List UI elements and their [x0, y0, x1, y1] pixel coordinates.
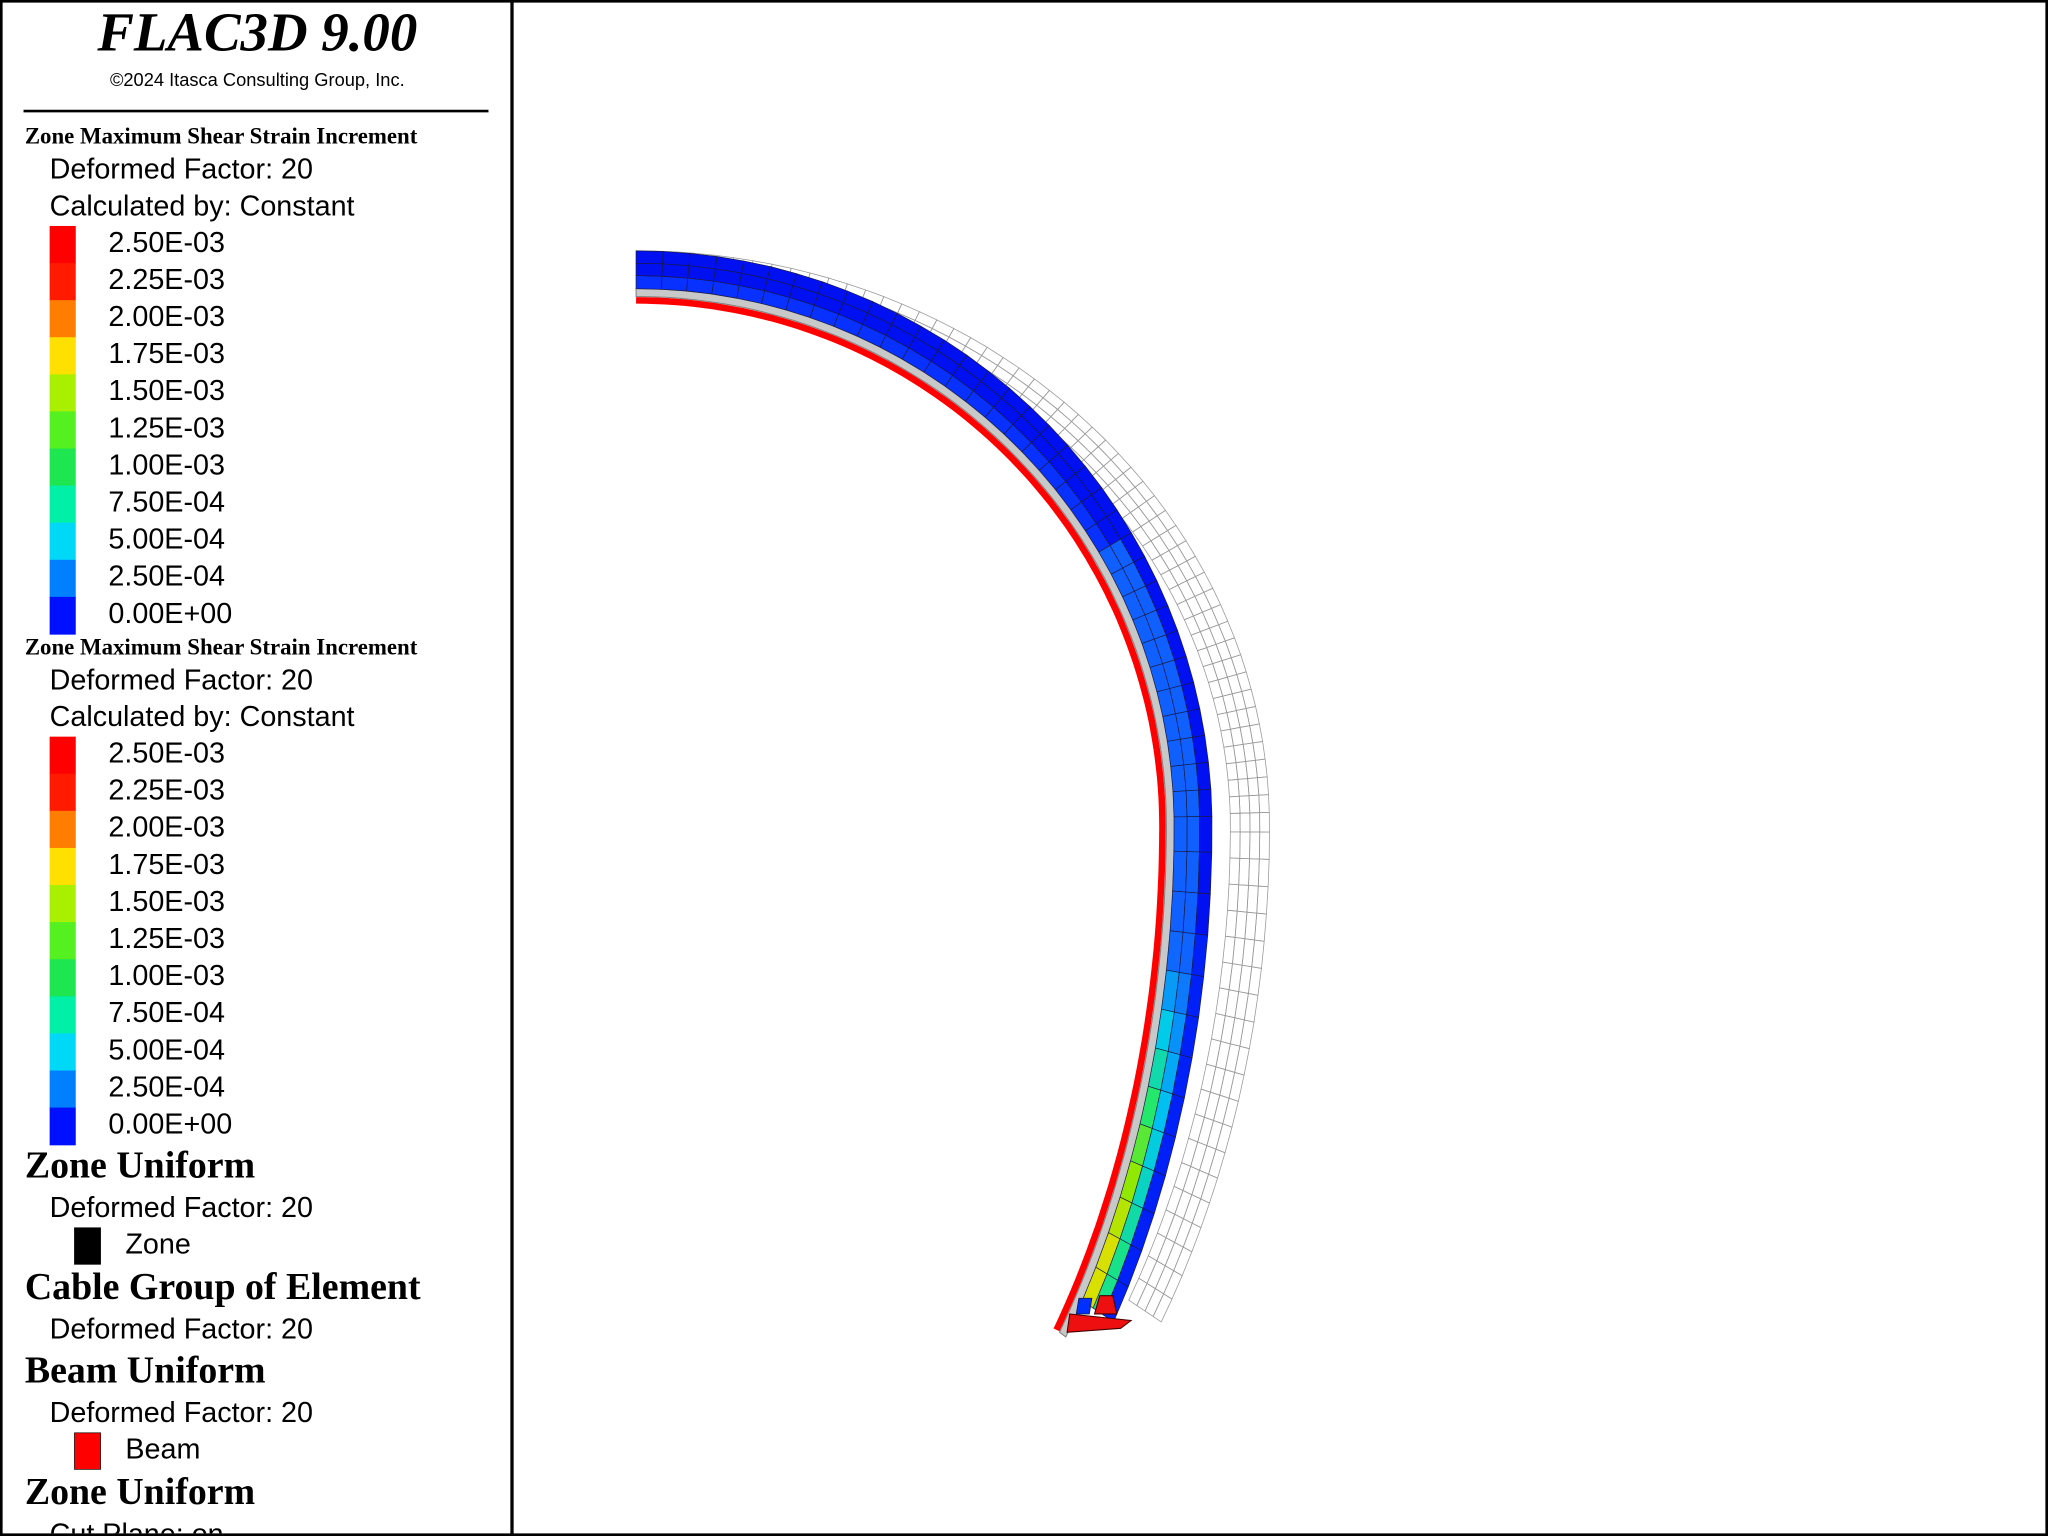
scale-label: 2.50E-03	[108, 227, 225, 259]
color-swatch	[49, 736, 76, 775]
item-label: Zone	[125, 1229, 190, 1261]
legend-title: Zone Maximum Shear Strain Increment	[25, 634, 418, 659]
scale-label: 1.50E-03	[108, 886, 225, 918]
zone-cell	[1198, 788, 1213, 817]
legend-line: Cut Plane: on	[50, 1519, 224, 1536]
scale-label: 1.00E-03	[108, 449, 225, 481]
legend-title: Zone Maximum Shear Strain Increment	[25, 124, 418, 149]
color-swatch	[49, 1107, 76, 1146]
zone-cell	[661, 263, 690, 279]
color-swatch	[49, 300, 76, 338]
item-label: Beam	[125, 1434, 200, 1466]
scale-label: 1.25E-03	[108, 923, 225, 955]
color-swatch	[49, 885, 76, 923]
ghost-cell	[1152, 1293, 1173, 1323]
scale-label: 1.75E-03	[108, 849, 225, 881]
legend-panel: FLAC3D 9.00 ©2024 Itasca Consulting Grou…	[23, 1, 489, 1536]
scale-label: 2.25E-03	[108, 775, 225, 807]
zone-cell	[1185, 851, 1200, 894]
zone-cell	[1199, 815, 1213, 853]
zone-cell	[635, 262, 663, 277]
item-swatch	[74, 1227, 101, 1265]
legend-line: Deformed Factor: 20	[50, 154, 313, 186]
zone-cell	[662, 251, 691, 267]
color-swatch	[49, 1070, 76, 1109]
zone-cell	[1173, 816, 1188, 852]
scale-label: 7.50E-04	[108, 997, 225, 1029]
scale-label: 0.00E+00	[108, 598, 232, 630]
zone-cell	[661, 275, 689, 292]
beam-line	[636, 297, 1166, 1332]
scale-label: 2.50E-04	[108, 561, 225, 593]
color-swatch	[49, 596, 76, 635]
color-swatch	[49, 225, 76, 264]
zone-cell	[1172, 850, 1188, 893]
color-swatch	[49, 847, 76, 886]
legend-line: Deformed Factor: 20	[50, 1397, 313, 1429]
legend-line: Calculated by: Constant	[50, 701, 355, 733]
copyright: ©2024 Itasca Consulting Group, Inc.	[110, 69, 405, 90]
scale-label: 5.00E-04	[108, 1034, 225, 1066]
color-swatch	[49, 374, 76, 413]
scale-label: 2.50E-04	[108, 1071, 225, 1103]
scale-label: 1.25E-03	[108, 412, 225, 444]
zone-cell	[635, 275, 663, 290]
color-swatch	[49, 1033, 76, 1072]
color-swatch	[49, 337, 76, 375]
scale-label: 2.25E-03	[108, 264, 225, 296]
legend-line: Deformed Factor: 20	[50, 1314, 313, 1346]
zone-cell	[1172, 790, 1188, 818]
legend-title: Beam Uniform	[25, 1350, 266, 1392]
app-title: FLAC3D 9.00	[96, 1, 417, 62]
color-swatch	[49, 996, 76, 1035]
scale-label: 1.75E-03	[108, 338, 225, 370]
color-swatch	[49, 522, 76, 561]
legend-title: Cable Group of Element	[25, 1266, 421, 1308]
scale-label: 2.00E-03	[108, 812, 225, 844]
color-swatch	[49, 263, 76, 301]
zone-cell	[1185, 789, 1200, 818]
legend-title: Zone Uniform	[25, 1471, 255, 1513]
scale-label: 2.50E-03	[108, 738, 225, 770]
scale-label: 2.00E-03	[108, 301, 225, 333]
model-view	[635, 250, 1270, 1338]
legend-line: Deformed Factor: 20	[50, 1192, 313, 1224]
scale-label: 5.00E-04	[108, 524, 225, 556]
scale-label: 0.00E+00	[108, 1108, 232, 1140]
item-swatch	[74, 1432, 101, 1470]
legend-line: Deformed Factor: 20	[50, 664, 313, 696]
color-swatch	[49, 810, 76, 849]
color-swatch	[49, 773, 76, 812]
legend-line: Calculated by: Constant	[50, 190, 355, 222]
zone-cell	[635, 250, 664, 265]
zone-cell	[1195, 892, 1211, 936]
foot	[1066, 1313, 1133, 1333]
foot	[1075, 1297, 1093, 1315]
scale-label: 1.00E-03	[108, 960, 225, 992]
scale-label: 1.50E-03	[108, 375, 225, 407]
legend-title: Zone Uniform	[25, 1145, 255, 1187]
scale-label: 7.50E-04	[108, 486, 225, 518]
color-swatch	[49, 922, 76, 960]
color-swatch	[49, 559, 76, 598]
zone-cell	[1195, 761, 1212, 791]
color-swatch	[49, 485, 76, 524]
color-swatch	[49, 411, 76, 450]
zone-cell	[1186, 816, 1200, 853]
color-swatch	[49, 448, 76, 487]
zone-cell	[1197, 851, 1213, 895]
color-swatch	[49, 959, 76, 997]
foot	[1093, 1295, 1118, 1315]
